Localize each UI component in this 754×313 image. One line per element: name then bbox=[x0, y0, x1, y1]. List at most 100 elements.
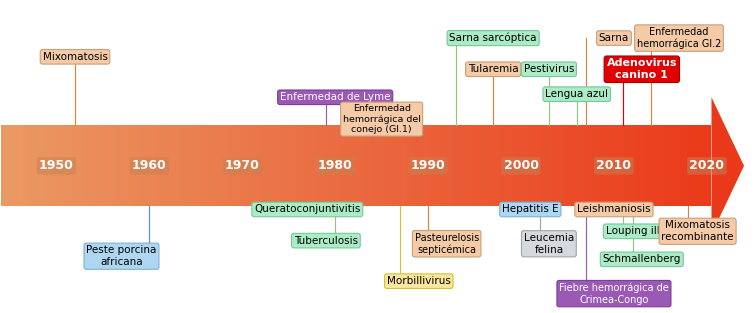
Bar bbox=[498, 125, 502, 206]
Bar bbox=[428, 125, 431, 206]
Bar bbox=[360, 125, 363, 206]
Bar bbox=[683, 125, 687, 206]
Bar bbox=[544, 125, 548, 206]
Bar bbox=[40, 125, 43, 206]
Bar bbox=[399, 125, 403, 206]
Text: Enfermedad
hemorrágica Gl.2: Enfermedad hemorrágica Gl.2 bbox=[637, 27, 721, 49]
Bar bbox=[505, 125, 509, 206]
Bar bbox=[590, 125, 594, 206]
Bar bbox=[121, 125, 125, 206]
Bar bbox=[516, 125, 520, 206]
Bar bbox=[534, 125, 538, 206]
Bar bbox=[463, 125, 466, 206]
Bar bbox=[256, 125, 260, 206]
Bar bbox=[47, 125, 51, 206]
Bar bbox=[320, 125, 324, 206]
Bar bbox=[598, 125, 602, 206]
Bar bbox=[555, 125, 559, 206]
Text: 2020: 2020 bbox=[689, 159, 725, 172]
Text: Louping ill: Louping ill bbox=[605, 226, 660, 236]
Bar bbox=[328, 125, 331, 206]
Bar bbox=[409, 125, 413, 206]
Bar bbox=[687, 125, 690, 206]
Bar bbox=[271, 125, 274, 206]
Bar bbox=[449, 125, 452, 206]
Bar bbox=[697, 125, 700, 206]
Bar bbox=[267, 125, 271, 206]
Bar bbox=[349, 125, 353, 206]
Bar bbox=[538, 125, 541, 206]
Bar bbox=[260, 125, 264, 206]
Text: 2000: 2000 bbox=[504, 159, 538, 172]
Bar bbox=[22, 125, 26, 206]
Bar bbox=[51, 125, 54, 206]
Text: 1960: 1960 bbox=[132, 159, 167, 172]
Bar bbox=[189, 125, 192, 206]
Bar bbox=[239, 125, 242, 206]
Bar bbox=[8, 125, 11, 206]
Bar bbox=[278, 125, 281, 206]
Bar bbox=[580, 125, 584, 206]
Bar bbox=[246, 125, 250, 206]
Bar bbox=[207, 125, 210, 206]
Bar bbox=[413, 125, 416, 206]
Bar bbox=[441, 125, 445, 206]
Bar bbox=[11, 125, 15, 206]
Bar bbox=[669, 125, 673, 206]
Text: 1980: 1980 bbox=[318, 159, 353, 172]
Bar bbox=[484, 125, 488, 206]
Text: Enfermedad de Lyme: Enfermedad de Lyme bbox=[280, 92, 391, 102]
Bar bbox=[459, 125, 463, 206]
Bar bbox=[253, 125, 256, 206]
Bar bbox=[196, 125, 200, 206]
Text: Tuberculosis: Tuberculosis bbox=[294, 236, 358, 246]
Bar bbox=[118, 125, 121, 206]
Bar bbox=[700, 125, 704, 206]
Bar bbox=[665, 125, 669, 206]
Bar bbox=[335, 125, 339, 206]
Bar bbox=[296, 125, 299, 206]
Text: Queratoconjuntivitis: Queratoconjuntivitis bbox=[254, 204, 360, 214]
Bar bbox=[584, 125, 587, 206]
Bar bbox=[331, 125, 335, 206]
Bar bbox=[640, 125, 644, 206]
Bar bbox=[566, 125, 569, 206]
Bar bbox=[395, 125, 399, 206]
Bar bbox=[363, 125, 366, 206]
Bar bbox=[132, 125, 136, 206]
Bar bbox=[673, 125, 676, 206]
Bar bbox=[452, 125, 455, 206]
Bar bbox=[615, 125, 619, 206]
Bar bbox=[146, 125, 150, 206]
Bar bbox=[480, 125, 484, 206]
Bar bbox=[292, 125, 296, 206]
Bar bbox=[79, 125, 82, 206]
Bar bbox=[474, 125, 477, 206]
Text: Mixomatosis: Mixomatosis bbox=[42, 52, 108, 62]
Bar bbox=[445, 125, 449, 206]
Text: Peste porcina
africana: Peste porcina africana bbox=[86, 245, 157, 267]
Bar bbox=[651, 125, 654, 206]
Bar bbox=[630, 125, 633, 206]
Bar bbox=[587, 125, 590, 206]
Bar bbox=[438, 125, 441, 206]
Text: 1950: 1950 bbox=[39, 159, 74, 172]
Bar bbox=[502, 125, 505, 206]
Bar bbox=[594, 125, 598, 206]
Bar bbox=[154, 125, 157, 206]
Bar bbox=[136, 125, 139, 206]
Bar bbox=[495, 125, 498, 206]
Bar bbox=[569, 125, 573, 206]
Bar bbox=[637, 125, 640, 206]
Bar bbox=[455, 125, 459, 206]
Bar bbox=[225, 125, 228, 206]
Bar bbox=[167, 125, 171, 206]
Bar bbox=[573, 125, 577, 206]
Bar bbox=[577, 125, 580, 206]
Bar bbox=[306, 125, 310, 206]
Bar bbox=[314, 125, 317, 206]
Bar bbox=[75, 125, 79, 206]
Bar bbox=[477, 125, 480, 206]
Bar bbox=[466, 125, 470, 206]
Bar bbox=[221, 125, 225, 206]
